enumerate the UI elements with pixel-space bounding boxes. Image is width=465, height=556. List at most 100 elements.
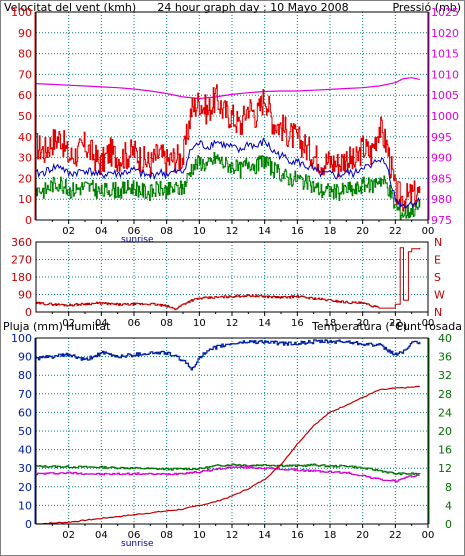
x-tick-label-3: 02 xyxy=(62,530,75,541)
x-tick-label-2: 16 xyxy=(291,318,304,329)
y-tick-label-humidity: 50 xyxy=(18,425,32,438)
y-tick-label-wind: 70 xyxy=(18,68,32,81)
y-tick-label-humidity: 10 xyxy=(18,499,32,512)
y-tick-label-pressure: 1025 xyxy=(431,6,459,19)
x-tick-label-2: 02 xyxy=(62,318,75,329)
y-tick-label-pressure: 1000 xyxy=(431,110,459,123)
y-tick-label-pressure: 985 xyxy=(431,172,452,185)
x-tick-label-2: 14 xyxy=(258,318,271,329)
y-tick-label-temperature: 32 xyxy=(438,369,452,382)
y-tick-label-pressure: 990 xyxy=(431,152,452,165)
y-tick-label-wind: 20 xyxy=(18,172,32,185)
y-tick-label-direction: 90 xyxy=(18,289,32,302)
y-tick-label-direction: 0 xyxy=(25,306,32,319)
wind-direction-line xyxy=(36,247,421,311)
compass-tick-label: S xyxy=(434,271,441,284)
x-tick-label-1: 22 xyxy=(389,226,402,237)
x-tick-label-2: 12 xyxy=(226,318,239,329)
y-tick-label-humidity: 90 xyxy=(18,351,32,364)
humidity-label: Humitat xyxy=(66,320,111,333)
x-tick-label-1: 16 xyxy=(291,226,304,237)
y-tick-label-pressure: 980 xyxy=(431,193,452,206)
x-tick-label-2: 10 xyxy=(193,318,206,329)
sunrise-label: sunrise xyxy=(121,539,154,549)
y-tick-label-wind: 10 xyxy=(18,193,32,206)
y-tick-label-wind: 50 xyxy=(18,110,32,123)
pressure-line xyxy=(35,77,420,100)
y-tick-label-wind: 60 xyxy=(18,89,32,102)
y-tick-label-humidity: 70 xyxy=(18,388,32,401)
y-tick-label-humidity: 30 xyxy=(18,462,32,475)
humidity-line xyxy=(36,339,421,371)
y-tick-label-direction: 360 xyxy=(11,236,32,249)
x-tick-label-3: 10 xyxy=(193,530,206,541)
compass-tick-label: W xyxy=(434,289,445,302)
y-tick-label-temperature: 4 xyxy=(445,499,452,512)
dewpoint-line xyxy=(36,465,420,483)
x-tick-label-1: 12 xyxy=(226,226,239,237)
y-tick-label-temperature: 20 xyxy=(438,425,452,438)
x-tick-label-2: 18 xyxy=(324,318,337,329)
y-tick-label-wind: 80 xyxy=(18,48,32,61)
y-tick-label-temperature: 28 xyxy=(438,388,452,401)
x-tick-label-2: 00 xyxy=(422,318,435,329)
temperature-label: Temperatura (°C) xyxy=(311,320,407,333)
y-tick-label-pressure: 995 xyxy=(431,131,452,144)
x-tick-label-3: 20 xyxy=(356,530,369,541)
wind-min-line xyxy=(36,151,421,220)
y-tick-label-pressure: 1015 xyxy=(431,48,459,61)
x-tick-label-2: 06 xyxy=(128,318,141,329)
x-tick-label-3: 00 xyxy=(422,530,435,541)
x-tick-label-2: 08 xyxy=(160,318,173,329)
y-tick-label-temperature: 24 xyxy=(438,406,452,419)
humidity-temperature-plot-area xyxy=(35,337,429,525)
y-tick-label-pressure: 1010 xyxy=(431,68,459,81)
x-tick-label-3: 04 xyxy=(95,530,108,541)
compass-tick-label: E xyxy=(434,254,441,267)
y-tick-label-temperature: 36 xyxy=(438,351,452,364)
x-tick-label-3: 18 xyxy=(324,530,337,541)
x-tick-label-1: 06 xyxy=(128,226,141,237)
y-tick-label-temperature: 0 xyxy=(445,518,452,531)
y-tick-label-direction: 180 xyxy=(11,271,32,284)
x-tick-label-1: 14 xyxy=(258,226,271,237)
x-tick-label-3: 08 xyxy=(160,530,173,541)
y-tick-label-humidity: 60 xyxy=(18,406,32,419)
compass-tick-label: N xyxy=(434,306,442,319)
dewpoint-label: Punt rosada xyxy=(397,320,462,333)
x-tick-label-3: 16 xyxy=(291,530,304,541)
y-tick-label-wind: 100 xyxy=(11,6,32,19)
y-tick-label-pressure: 1005 xyxy=(431,89,459,102)
rain-line xyxy=(35,385,420,525)
chart-title: 24 hour graph day : 10 Mayo 2008 xyxy=(157,1,348,14)
x-tick-label-1: 20 xyxy=(356,226,369,237)
rain-label: Pluja (mm) xyxy=(3,320,63,333)
x-tick-label-3: 06 xyxy=(128,530,141,541)
y-tick-label-pressure: 1020 xyxy=(431,27,459,40)
y-tick-label-wind: 90 xyxy=(18,27,32,40)
y-tick-label-temperature: 12 xyxy=(438,462,452,475)
wind-average-line xyxy=(35,137,421,209)
x-tick-label-3: 14 xyxy=(258,530,271,541)
x-tick-label-2: 20 xyxy=(356,318,369,329)
direction-plot-area xyxy=(35,241,429,313)
y-tick-label-temperature: 16 xyxy=(438,444,452,457)
wind-speed-label: Velocitat del vent (kmh) xyxy=(4,1,136,14)
x-tick-label-1: 10 xyxy=(193,226,206,237)
y-tick-label-wind: 0 xyxy=(25,214,32,227)
x-tick-label-3: 12 xyxy=(226,530,239,541)
x-tick-label-2: 04 xyxy=(95,318,108,329)
x-tick-label-2: 22 xyxy=(389,318,402,329)
sunrise-label: sunrise xyxy=(121,235,154,245)
x-tick-label-1: 02 xyxy=(62,226,75,237)
y-tick-label-wind: 40 xyxy=(18,131,32,144)
compass-tick-label: N xyxy=(434,236,442,249)
x-tick-label-1: 08 xyxy=(160,226,173,237)
pressure-label: Pressió (mb) xyxy=(392,1,461,14)
x-tick-label-1: 18 xyxy=(324,226,337,237)
x-tick-label-1: 00 xyxy=(422,226,435,237)
y-tick-label-pressure: 975 xyxy=(431,214,452,227)
x-tick-label-3: 22 xyxy=(389,530,402,541)
